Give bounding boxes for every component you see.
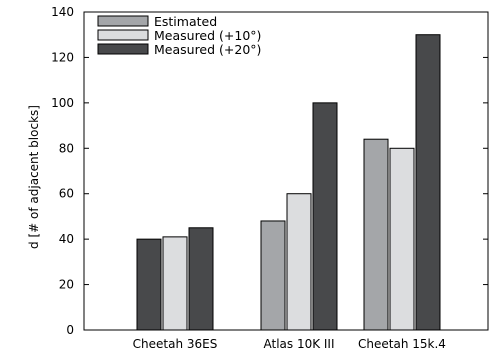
plot-frame [83, 11, 489, 331]
y-tick-label: 20 [59, 278, 74, 292]
y-tick-label: 60 [59, 187, 74, 201]
y-tick-label: 120 [51, 50, 74, 64]
bar [136, 238, 162, 331]
bar [260, 220, 286, 331]
x-tick-label: Atlas 10K III [263, 337, 334, 351]
legend-label: Measured (+20°) [154, 42, 261, 57]
y-tick-label: 140 [51, 5, 74, 19]
y-tick-label: 40 [59, 232, 74, 246]
legend-swatch [97, 43, 149, 55]
bar [389, 147, 415, 331]
legend-swatch [97, 29, 149, 41]
y-tick-label: 80 [59, 141, 74, 155]
x-tick-label: Cheetah 15k.4 [358, 337, 446, 351]
bars [136, 34, 441, 331]
y-tick-label: 100 [51, 96, 74, 110]
x-tick-label: Cheetah 36ES [133, 337, 218, 351]
legend-swatch [97, 15, 149, 27]
y-axis-label: d [# of adjacent blocks] [27, 105, 41, 249]
bar [363, 138, 389, 331]
legend-label: Measured (+10°) [154, 28, 261, 43]
axes: 0 20 40 60 80 100 120 140 Cheetah 36ES Atlas 10K … [51, 5, 489, 351]
bar [286, 193, 312, 331]
bar [162, 236, 188, 331]
bar [312, 102, 338, 331]
bar [415, 34, 441, 331]
y-tick-label: 0 [66, 323, 74, 337]
bar [188, 227, 214, 331]
legend-label: Estimated [154, 14, 217, 29]
